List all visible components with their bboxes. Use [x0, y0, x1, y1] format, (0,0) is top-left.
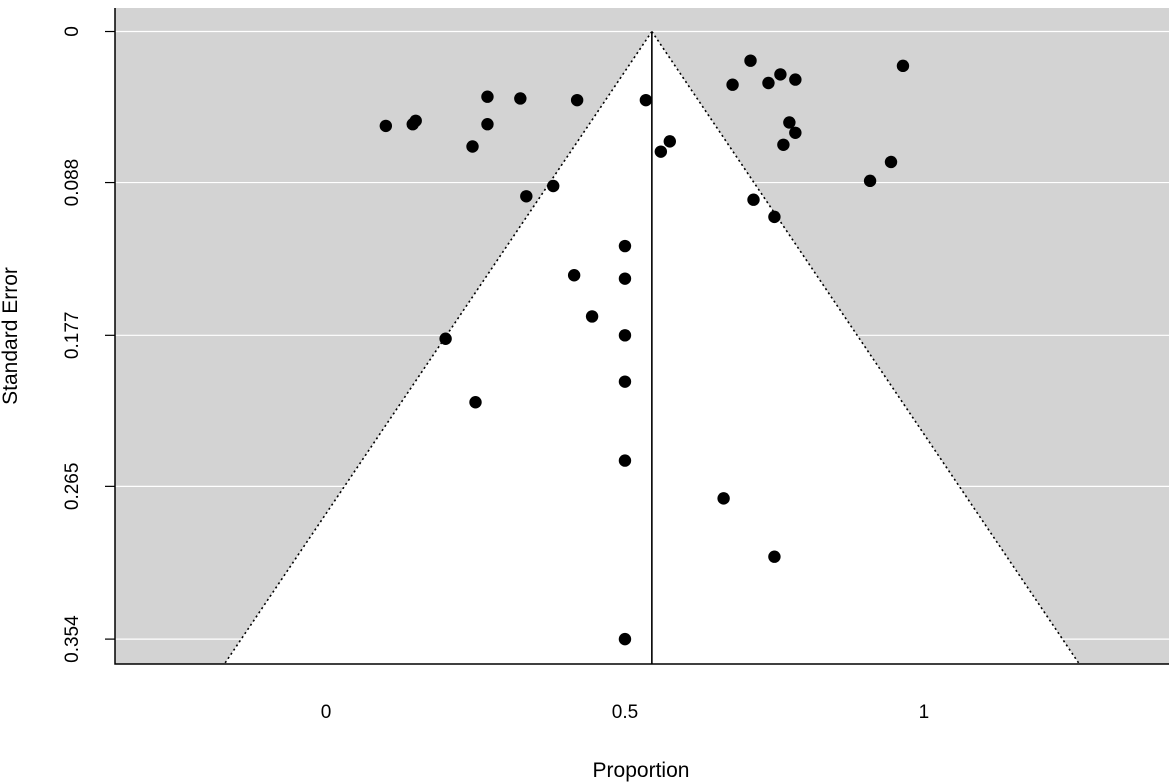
- y-axis: 0 0.088 0.177 0.265 0.354: [62, 26, 115, 663]
- x-tick-label: 0.5: [612, 702, 638, 723]
- funnel-right-boundary: [651, 31, 1080, 664]
- data-point: [585, 310, 599, 323]
- y-tick-label: 0.354: [62, 615, 83, 663]
- data-point: [618, 454, 632, 467]
- data-point: [747, 193, 760, 206]
- y-tick-label: 0: [62, 26, 83, 37]
- data-point: [520, 190, 533, 203]
- data-point: [618, 239, 632, 253]
- data-point: [789, 73, 802, 86]
- y-tick-label: 0.265: [62, 463, 83, 511]
- data-point: [481, 90, 494, 103]
- data-point: [774, 68, 787, 81]
- data-point: [768, 550, 781, 563]
- plot-frame: [114, 8, 1169, 665]
- data-point: [663, 135, 676, 148]
- y-axis-title: Standard Error: [0, 267, 22, 405]
- x-axis: 0 0.5 1: [321, 702, 929, 723]
- data-point: [514, 92, 527, 105]
- data-point: [469, 396, 482, 409]
- data-point: [547, 179, 560, 193]
- y-tick-label: 0.177: [62, 312, 83, 360]
- y-tick-label: 0.088: [62, 159, 83, 207]
- data-point: [466, 140, 479, 153]
- data-point: [896, 59, 910, 73]
- data-point: [570, 93, 584, 107]
- funnel-left-boundary: [223, 31, 653, 664]
- data-point: [481, 117, 494, 131]
- data-point: [618, 632, 632, 646]
- data-point: [618, 329, 632, 342]
- data-point: [567, 269, 581, 282]
- data-point: [863, 174, 877, 188]
- data-point: [717, 492, 730, 505]
- data-points: [379, 54, 910, 646]
- data-point: [409, 114, 422, 127]
- data-point: [639, 93, 653, 107]
- data-point: [777, 138, 790, 151]
- data-point: [618, 375, 632, 388]
- x-tick-label: 1: [919, 702, 930, 723]
- data-point: [439, 332, 452, 345]
- data-point: [379, 119, 393, 133]
- data-point: [768, 210, 781, 224]
- data-point: [789, 126, 802, 139]
- x-axis-title: Proportion: [593, 759, 690, 782]
- data-point: [884, 155, 898, 169]
- x-tick-label: 0: [321, 702, 332, 723]
- data-point: [618, 272, 632, 285]
- data-point: [726, 78, 739, 91]
- data-point: [783, 116, 796, 129]
- funnel-region: [223, 31, 1080, 664]
- data-point: [762, 76, 775, 90]
- data-point: [654, 145, 668, 158]
- data-point: [744, 54, 757, 67]
